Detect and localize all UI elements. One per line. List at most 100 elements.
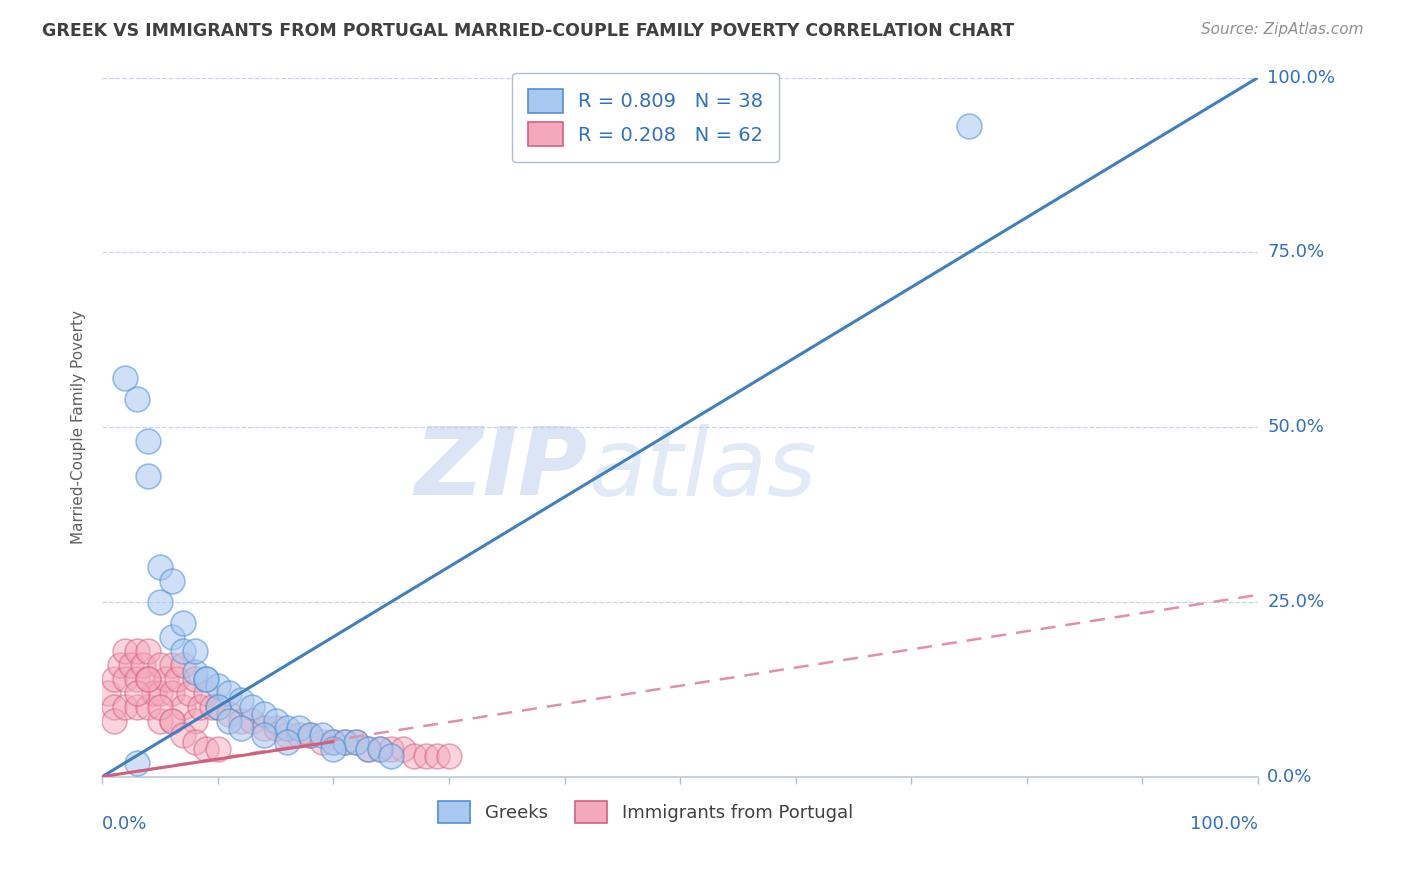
Point: [287, 721, 309, 735]
Point: [957, 120, 980, 134]
Point: [404, 748, 426, 763]
Point: [138, 699, 160, 714]
Point: [125, 756, 148, 770]
Point: [207, 741, 229, 756]
Point: [346, 734, 368, 748]
Point: [138, 672, 160, 686]
Point: [264, 721, 287, 735]
Point: [138, 434, 160, 448]
Text: ZIP: ZIP: [415, 423, 588, 515]
Point: [322, 741, 344, 756]
Point: [207, 679, 229, 693]
Point: [114, 672, 136, 686]
Point: [437, 748, 460, 763]
Point: [333, 734, 356, 748]
Point: [195, 741, 218, 756]
Point: [160, 714, 183, 728]
Point: [276, 728, 298, 742]
Point: [103, 672, 125, 686]
Point: [125, 392, 148, 406]
Point: [368, 741, 391, 756]
Point: [253, 706, 276, 721]
Point: [177, 686, 200, 700]
Point: [380, 748, 402, 763]
Point: [149, 595, 172, 609]
Point: [108, 657, 131, 672]
Point: [160, 574, 183, 588]
Point: [287, 728, 309, 742]
Point: [218, 686, 240, 700]
Point: [380, 741, 402, 756]
Point: [125, 699, 148, 714]
Point: [120, 657, 142, 672]
Text: 75.0%: 75.0%: [1267, 244, 1324, 261]
Point: [149, 699, 172, 714]
Point: [138, 672, 160, 686]
Point: [149, 657, 172, 672]
Point: [276, 721, 298, 735]
Point: [149, 686, 172, 700]
Point: [299, 728, 322, 742]
Point: [322, 734, 344, 748]
Text: 25.0%: 25.0%: [1267, 593, 1324, 611]
Point: [103, 714, 125, 728]
Point: [183, 672, 205, 686]
Point: [357, 741, 380, 756]
Point: [190, 699, 212, 714]
Point: [183, 665, 205, 679]
Point: [155, 672, 177, 686]
Point: [426, 748, 449, 763]
Point: [149, 560, 172, 574]
Point: [253, 721, 276, 735]
Point: [264, 714, 287, 728]
Point: [103, 699, 125, 714]
Point: [172, 615, 194, 630]
Point: [207, 699, 229, 714]
Point: [125, 672, 148, 686]
Point: [195, 672, 218, 686]
Point: [201, 699, 224, 714]
Point: [218, 714, 240, 728]
Point: [131, 657, 153, 672]
Point: [242, 714, 264, 728]
Point: [242, 699, 264, 714]
Text: 0.0%: 0.0%: [1267, 768, 1313, 786]
Point: [322, 734, 344, 748]
Y-axis label: Married-Couple Family Poverty: Married-Couple Family Poverty: [72, 310, 86, 544]
Text: 100.0%: 100.0%: [1189, 815, 1258, 833]
Point: [195, 686, 218, 700]
Point: [114, 371, 136, 385]
Point: [368, 741, 391, 756]
Point: [97, 686, 120, 700]
Point: [311, 734, 333, 748]
Point: [138, 644, 160, 658]
Point: [276, 734, 298, 748]
Point: [183, 714, 205, 728]
Point: [125, 686, 148, 700]
Point: [218, 706, 240, 721]
Text: Source: ZipAtlas.com: Source: ZipAtlas.com: [1201, 22, 1364, 37]
Point: [114, 699, 136, 714]
Point: [172, 728, 194, 742]
Point: [143, 686, 166, 700]
Point: [172, 644, 194, 658]
Point: [160, 686, 183, 700]
Point: [299, 728, 322, 742]
Point: [229, 721, 252, 735]
Point: [125, 644, 148, 658]
Point: [391, 741, 413, 756]
Point: [149, 714, 172, 728]
Text: 50.0%: 50.0%: [1267, 418, 1324, 436]
Point: [207, 699, 229, 714]
Point: [311, 728, 333, 742]
Point: [172, 657, 194, 672]
Text: 100.0%: 100.0%: [1267, 69, 1336, 87]
Text: GREEK VS IMMIGRANTS FROM PORTUGAL MARRIED-COUPLE FAMILY POVERTY CORRELATION CHAR: GREEK VS IMMIGRANTS FROM PORTUGAL MARRIE…: [42, 22, 1015, 40]
Point: [166, 672, 188, 686]
Text: atlas: atlas: [588, 424, 815, 515]
Point: [172, 699, 194, 714]
Point: [183, 734, 205, 748]
Point: [160, 630, 183, 644]
Point: [160, 714, 183, 728]
Legend: Greeks, Immigrants from Portugal: Greeks, Immigrants from Portugal: [430, 794, 860, 830]
